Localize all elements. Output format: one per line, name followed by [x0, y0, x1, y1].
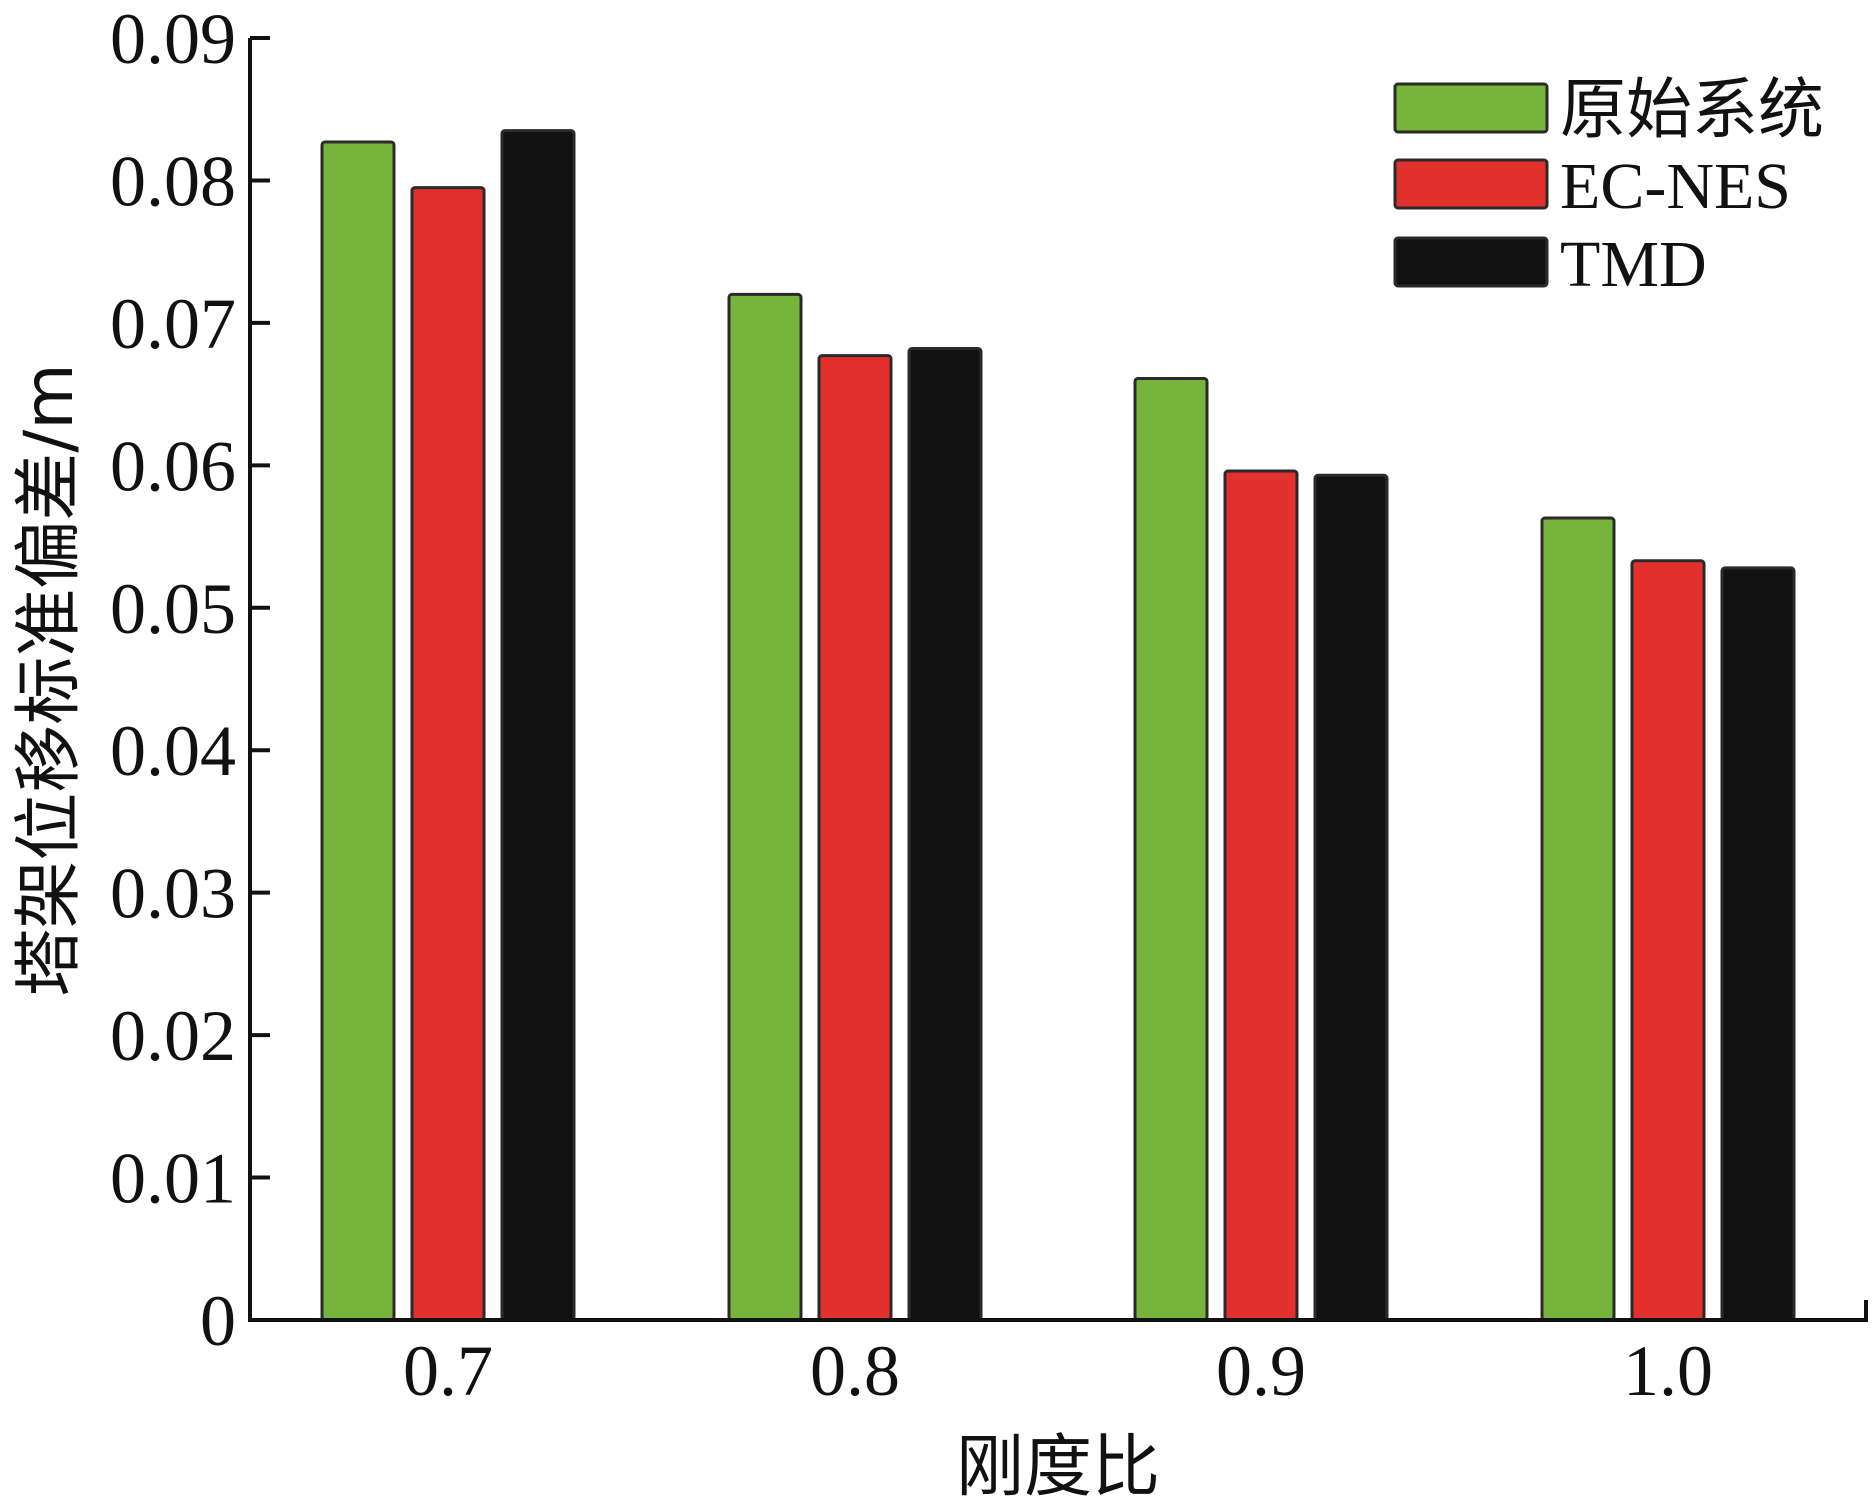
legend-swatch	[1393, 82, 1549, 134]
x-tick-label: 0.7	[403, 1331, 493, 1411]
x-ticks: 0.7 0.8 0.9 1.0	[403, 1331, 1713, 1411]
legend-swatch	[1393, 236, 1549, 288]
y-tick-label: 0.01	[110, 1139, 236, 1219]
axes	[248, 38, 1868, 1322]
y-tick-label: 0.09	[110, 0, 236, 79]
y-axis-title: 塔架位移标准偏差/m	[10, 363, 89, 996]
bar	[1223, 469, 1299, 1322]
bar	[320, 140, 396, 1322]
legend-label: EC-NES	[1560, 150, 1791, 223]
bar	[1133, 376, 1209, 1322]
y-tick-label: 0	[200, 1281, 236, 1361]
y-tick-label: 0.04	[110, 711, 236, 791]
bar	[1313, 473, 1389, 1322]
bar	[500, 129, 576, 1322]
y-ticks: 0 0.01 0.02 0.03 0.04 0.05 0.06 0.07 0.08 0.09	[110, 0, 270, 1361]
legend-label: 原始系统	[1560, 74, 1824, 147]
legend-swatch	[1393, 158, 1549, 210]
bar	[1540, 516, 1616, 1322]
bars-layer	[320, 129, 1796, 1322]
bar	[727, 292, 803, 1322]
y-tick-label: 0.07	[110, 284, 236, 364]
x-tick-label: 0.9	[1216, 1331, 1306, 1411]
bar	[907, 347, 983, 1322]
bar	[817, 354, 893, 1322]
bar	[410, 186, 486, 1322]
x-tick-label: 1.0	[1623, 1331, 1713, 1411]
y-tick-label: 0.08	[110, 141, 236, 221]
x-axis-title: 刚度比	[956, 1428, 1160, 1507]
x-tick-label: 0.8	[810, 1331, 900, 1411]
bar	[1630, 559, 1706, 1322]
y-tick-label: 0.03	[110, 854, 236, 934]
legend-label: TMD	[1560, 228, 1707, 301]
bar	[1720, 566, 1796, 1322]
y-tick-label: 0.06	[110, 426, 236, 506]
y-tick-label: 0.02	[110, 996, 236, 1076]
y-tick-label: 0.05	[110, 569, 236, 649]
